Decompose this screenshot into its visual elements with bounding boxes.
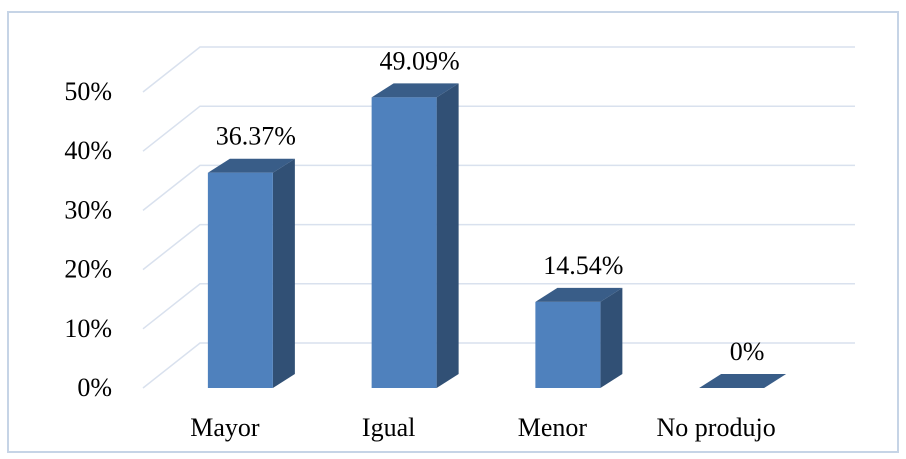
bar-side — [600, 287, 623, 388]
bar-top — [207, 158, 295, 173]
grid-line — [142, 105, 855, 152]
bar-top — [535, 287, 623, 302]
bar-side — [436, 83, 459, 388]
bar-front — [207, 172, 273, 388]
bar-top — [371, 83, 459, 98]
grid-line — [142, 164, 855, 211]
bar — [699, 374, 787, 388]
y-tick-label: 40% — [64, 136, 112, 165]
y-tick-label: 0% — [77, 373, 112, 402]
bar-front — [371, 97, 437, 388]
value-label: 49.09% — [380, 46, 460, 75]
bar-side — [272, 158, 295, 388]
bar-front — [535, 301, 601, 388]
value-label: 14.54% — [543, 251, 623, 280]
value-label: 36.37% — [216, 122, 296, 151]
value-label: 0% — [730, 337, 765, 366]
y-tick-label: 30% — [64, 195, 112, 224]
bar — [535, 287, 623, 388]
bar — [207, 158, 295, 388]
bar-top — [699, 374, 787, 388]
x-tick-label: Menor — [518, 413, 588, 442]
x-tick-label: Igual — [362, 413, 415, 442]
grid-line — [142, 46, 855, 93]
bar — [371, 83, 459, 388]
grid-line — [142, 283, 855, 330]
y-tick-label: 50% — [64, 77, 112, 106]
y-tick-label: 20% — [64, 255, 112, 284]
grid-line — [142, 223, 855, 271]
x-tick-label: No produjo — [657, 413, 776, 442]
x-tick-label: Mayor — [190, 413, 260, 442]
grid-line — [142, 342, 855, 389]
y-tick-label: 10% — [64, 314, 112, 343]
